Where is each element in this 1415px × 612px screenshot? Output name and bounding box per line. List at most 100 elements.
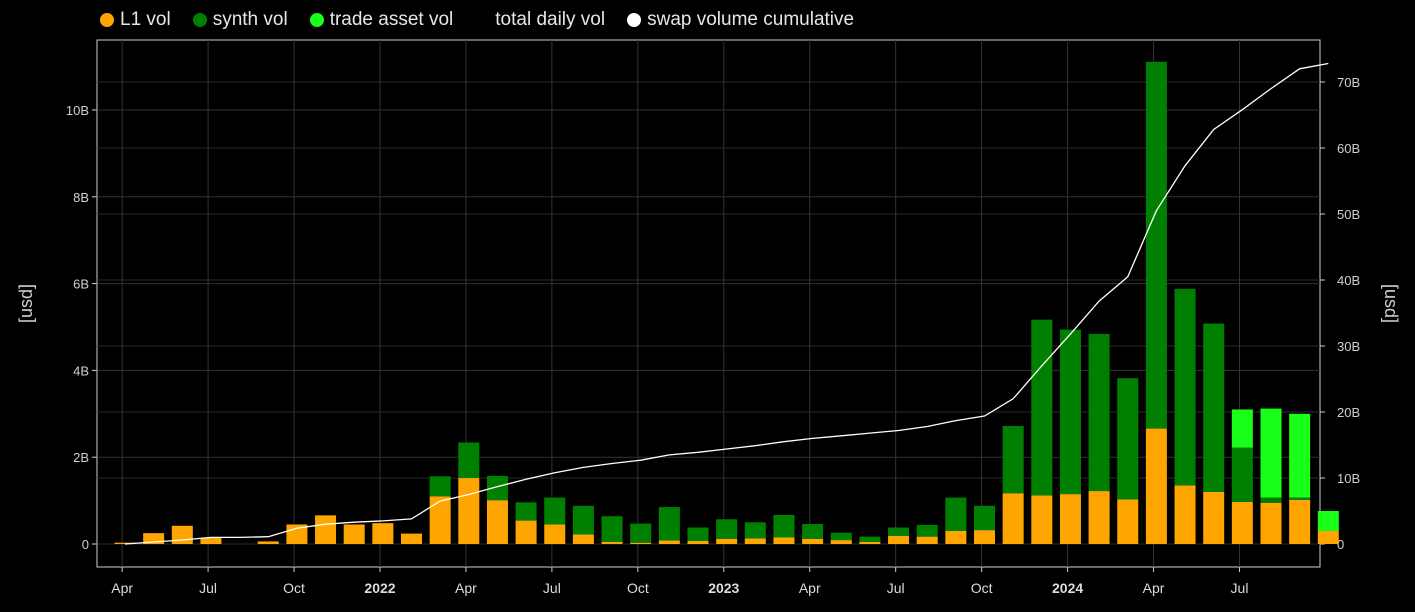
bar-synth-vol	[1031, 319, 1053, 496]
bar-l1-vol	[945, 530, 967, 544]
y-tick-label: 10B	[66, 103, 89, 118]
bar-l1-vol	[1145, 428, 1167, 544]
x-tick-label: Jul	[543, 580, 561, 596]
bar-l1-vol	[1059, 494, 1081, 544]
x-tick-label: Jul	[199, 580, 217, 596]
bar-l1-vol	[1231, 501, 1253, 544]
legend-item[interactable]: swap volume cumulative	[627, 9, 854, 31]
bar-trade-asset-vol	[1260, 408, 1282, 498]
bar-l1-vol	[744, 538, 766, 544]
legend-item[interactable]: synth vol	[192, 9, 288, 31]
bar-l1-vol	[716, 538, 738, 544]
bar-l1-vol	[888, 535, 910, 544]
bar-synth-vol	[658, 507, 680, 541]
x-tick-label: Oct	[971, 580, 993, 596]
bar-synth-vol	[1289, 497, 1311, 500]
bar-l1-vol	[257, 541, 279, 544]
bar-synth-vol	[429, 476, 451, 497]
bar-synth-vol	[1059, 329, 1081, 495]
legend-label: total daily vol	[495, 9, 606, 30]
x-tick-label: Apr	[455, 580, 477, 596]
y-tick-label: 8B	[73, 190, 89, 205]
bar-l1-vol	[687, 540, 709, 544]
bar-synth-vol	[458, 442, 480, 479]
bar-l1-vol	[773, 537, 795, 544]
legend-item[interactable]: L1 vol	[100, 9, 171, 31]
y2-tick-label: 60B	[1337, 141, 1360, 156]
bar-l1-vol	[1174, 485, 1196, 544]
bar-synth-vol	[830, 532, 852, 541]
bar-l1-vol	[515, 520, 537, 544]
bar-l1-vol	[458, 478, 480, 544]
y2-tick-label: 70B	[1337, 75, 1360, 90]
legend-label: swap volume cumulative	[647, 9, 855, 30]
bar-synth-vol	[974, 505, 995, 531]
legend-label: trade asset vol	[329, 9, 454, 30]
bar-synth-vol	[687, 527, 709, 541]
x-tick-label: Oct	[627, 580, 649, 596]
bar-synth-vol	[859, 536, 881, 542]
bar-l1-vol	[1002, 493, 1024, 544]
bar-l1-vol	[572, 534, 594, 544]
plot-frame	[96, 39, 1321, 568]
bar-synth-vol	[1174, 288, 1196, 486]
bar-l1-vol	[1203, 491, 1225, 544]
bar-l1-vol	[372, 523, 394, 544]
bar-l1-vol	[916, 536, 938, 544]
bar-synth-vol	[544, 497, 566, 525]
bar-l1-vol	[401, 533, 422, 544]
legend-marker-icon	[100, 13, 114, 27]
y2-tick-label: 30B	[1337, 339, 1360, 354]
bar-l1-vol	[601, 541, 623, 544]
legend-label: synth vol	[212, 9, 288, 30]
y2-tick-label: 10B	[1337, 471, 1360, 486]
bar-synth-vol	[1145, 61, 1167, 429]
legend-label: L1 vol	[120, 9, 171, 30]
x-tick-label: Jul	[887, 580, 905, 596]
bar-l1-vol	[1117, 499, 1139, 544]
x-tick-label: 2022	[364, 580, 395, 596]
bar-l1-vol	[315, 515, 337, 544]
x-tick-label: Apr	[1143, 580, 1165, 596]
bar-trade-asset-vol	[1289, 413, 1311, 498]
y2-tick-label: 40B	[1337, 273, 1360, 288]
bar-l1-vol	[429, 496, 451, 544]
bar-synth-vol	[802, 524, 824, 539]
legend-item[interactable]: total daily vol	[475, 9, 605, 31]
bar-synth-vol	[916, 524, 938, 537]
bar-l1-vol	[830, 540, 852, 544]
bar-synth-vol	[486, 475, 508, 501]
y2-axis-label: [usd]	[1381, 284, 1401, 323]
y-tick-label: 0	[82, 537, 89, 552]
bar-synth-vol	[1088, 333, 1110, 492]
bar-synth-vol	[601, 516, 623, 542]
bar-synth-vol	[572, 505, 594, 535]
bar-l1-vol	[343, 524, 365, 544]
bar-l1-vol	[200, 537, 222, 544]
y-tick-label: 4B	[73, 363, 89, 378]
x-tick-label: 2023	[708, 580, 739, 596]
bar-l1-vol	[544, 524, 566, 544]
bar-l1-vol	[1260, 502, 1282, 544]
legend-item[interactable]: trade asset vol	[309, 9, 454, 31]
bar-l1-vol	[658, 540, 680, 544]
legend-marker-icon	[309, 13, 324, 27]
bar-synth-vol	[888, 527, 910, 536]
legend: L1 vol synth vol trade asset vol total dail…	[100, 6, 854, 34]
y-tick-label: 6B	[73, 277, 89, 292]
bar-synth-vol	[1260, 497, 1282, 503]
legend-marker-icon	[627, 13, 642, 27]
bar-synth-vol	[1117, 378, 1139, 500]
bar-l1-vol	[143, 533, 165, 544]
x-tick-label: 2024	[1052, 580, 1083, 596]
bar-synth-vol	[1231, 447, 1253, 502]
x-tick-label: Apr	[799, 580, 821, 596]
bar-synth-vol	[1203, 323, 1225, 492]
bar-synth-vol	[716, 519, 738, 539]
bar-l1-vol	[1289, 499, 1311, 544]
bar-synth-vol	[773, 514, 795, 538]
bar-l1-vol	[802, 538, 824, 544]
bar-synth-vol	[744, 522, 766, 539]
bar-l1-vol	[859, 541, 881, 544]
